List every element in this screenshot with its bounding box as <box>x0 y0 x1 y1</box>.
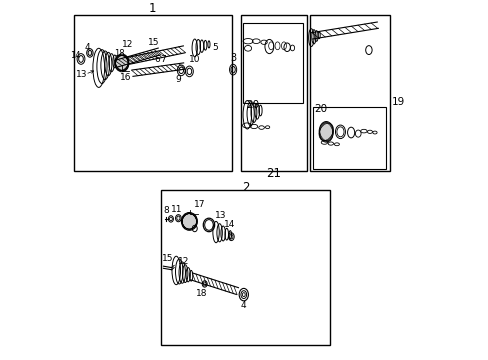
Text: 4: 4 <box>241 301 246 310</box>
Ellipse shape <box>181 212 197 230</box>
Text: 12: 12 <box>178 257 189 266</box>
Text: 8: 8 <box>163 206 169 215</box>
Text: 19: 19 <box>391 96 405 107</box>
Text: 3: 3 <box>229 53 236 63</box>
Text: 13: 13 <box>215 211 226 220</box>
Ellipse shape <box>175 215 181 222</box>
Text: 15: 15 <box>162 254 173 263</box>
Text: 5: 5 <box>211 43 217 52</box>
Ellipse shape <box>319 122 333 142</box>
Text: 14: 14 <box>69 51 80 60</box>
Text: 14: 14 <box>224 220 235 229</box>
Bar <box>241 14 306 171</box>
Text: 21: 21 <box>265 167 281 180</box>
Text: 20: 20 <box>245 100 259 110</box>
Bar <box>312 107 385 169</box>
Text: 9: 9 <box>175 75 181 84</box>
Bar <box>243 23 302 103</box>
Text: 10: 10 <box>188 55 200 64</box>
Ellipse shape <box>115 54 129 72</box>
Text: 15: 15 <box>148 38 159 47</box>
Bar <box>161 190 329 345</box>
Text: 18: 18 <box>114 49 124 58</box>
Text: 13: 13 <box>76 71 87 80</box>
Text: 11: 11 <box>171 205 183 214</box>
Text: 16: 16 <box>120 73 131 82</box>
Text: 12: 12 <box>122 40 133 49</box>
Text: 6: 6 <box>154 55 160 64</box>
Text: 1: 1 <box>148 2 156 15</box>
Ellipse shape <box>86 49 93 57</box>
Text: 20: 20 <box>313 104 326 114</box>
Bar <box>309 14 389 171</box>
Text: 2: 2 <box>242 181 249 194</box>
Ellipse shape <box>116 59 122 67</box>
Text: 7: 7 <box>160 55 166 64</box>
Text: 18: 18 <box>196 289 207 298</box>
Text: 17: 17 <box>194 200 205 209</box>
Bar <box>74 14 232 171</box>
Text: 4: 4 <box>84 43 90 52</box>
